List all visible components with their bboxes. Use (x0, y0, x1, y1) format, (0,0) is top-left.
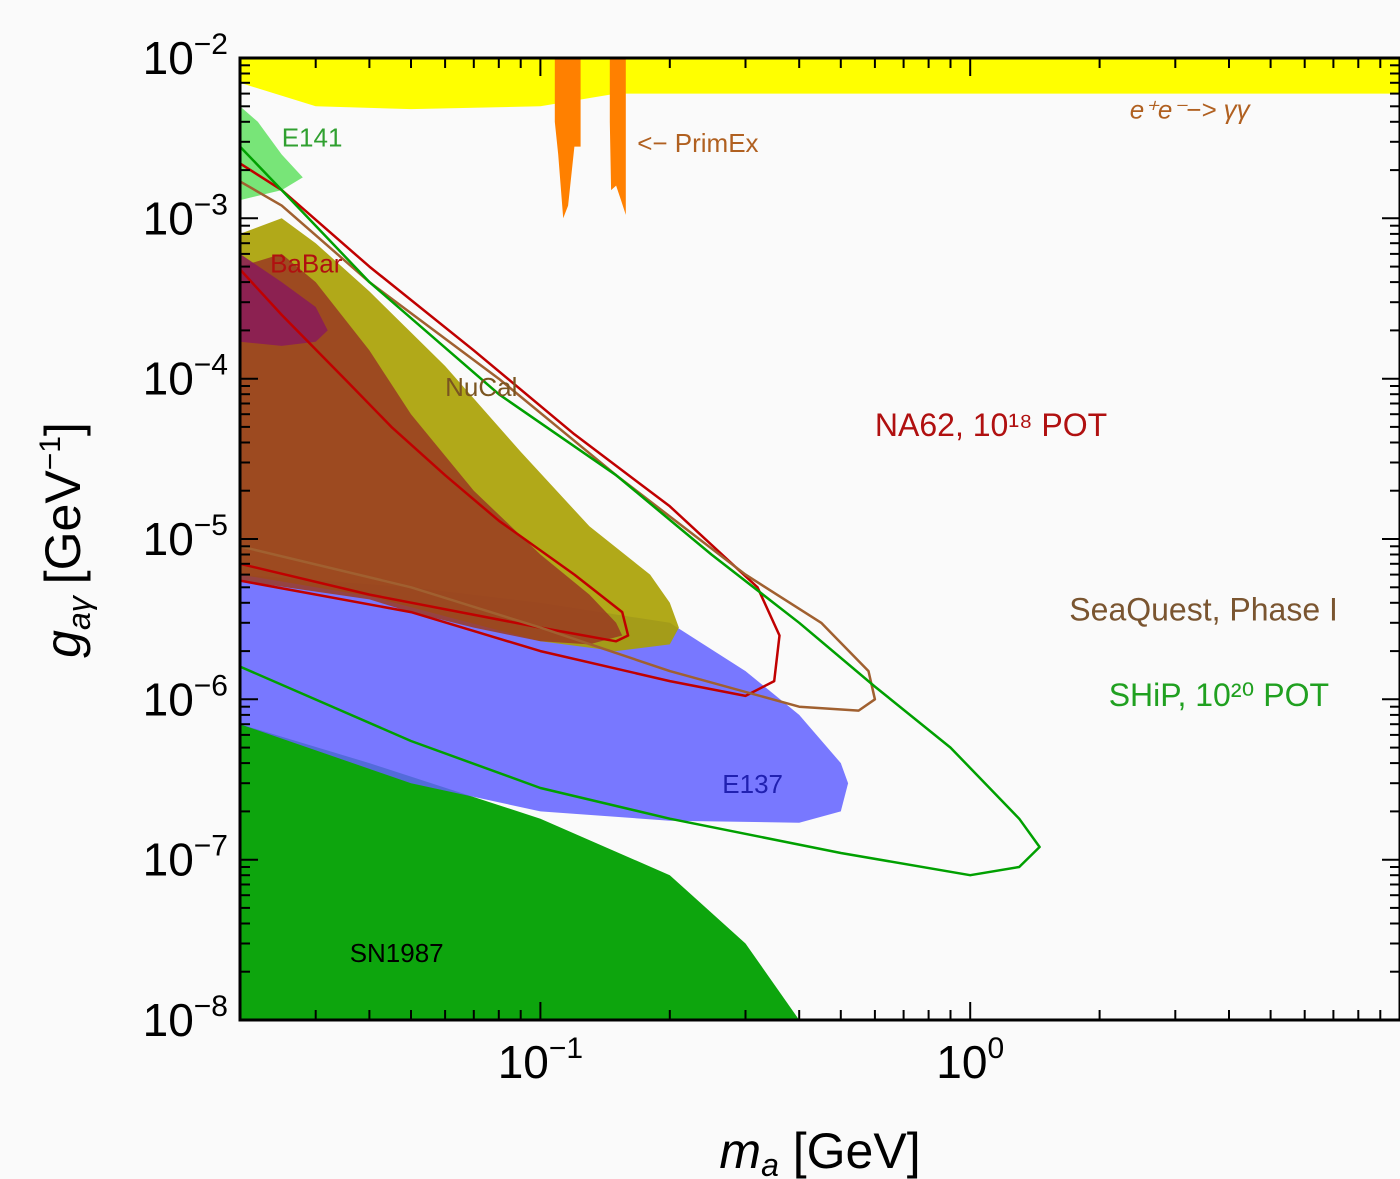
region-ee (240, 58, 1400, 110)
region-labels: E141 <− PrimEx e⁺e⁻−> γγ BaBar NuCal NA62, 10… (270, 94, 1338, 968)
y-axis-label: gaγ[GeV−1] (34, 422, 97, 658)
region-nucal-dark (240, 253, 623, 645)
y-tick-label: 10−3 (143, 188, 228, 244)
region-babar (240, 253, 328, 346)
x-tick-label: 100 (936, 1032, 1004, 1088)
exclusion-regions (240, 58, 1400, 1020)
axis-ticks (239, 57, 1400, 1021)
y-tick-label: 10−2 (143, 28, 228, 84)
region-primex-2 (609, 58, 626, 215)
label-sn1987: SN1987 (350, 938, 444, 968)
y-tick-label: 10−8 (143, 990, 228, 1046)
tick-labels: 10−1 100 10−2 10−3 10−4 10−5 10−6 10−7 10−8 (143, 28, 1005, 1088)
region-primex-1 (554, 58, 581, 219)
contour-na62-inner (239, 162, 781, 698)
y-tick-label: 10−4 (143, 349, 228, 405)
contour-seaquest (239, 180, 877, 712)
y-tick-label: 10−7 (143, 830, 228, 886)
region-sn1987 (240, 724, 800, 1020)
y-tick-label: 10−5 (143, 509, 228, 565)
region-e137 (240, 574, 849, 823)
x-axis-label: ma [GeV] (719, 1123, 920, 1179)
contour-ship (239, 145, 1041, 877)
label-na62: NA62, 10¹⁸ POT (875, 407, 1107, 443)
label-e137: E137 (722, 769, 783, 799)
projection-contours (239, 145, 1041, 877)
label-primex: <− PrimEx (637, 128, 758, 158)
region-e141 (240, 106, 303, 201)
x-tick-label: 10−1 (498, 1032, 583, 1088)
label-ship: SHiP, 10²⁰ POT (1109, 677, 1329, 713)
label-nucal: NuCal (445, 372, 517, 402)
y-tick-label: 10−6 (143, 669, 228, 725)
label-e141: E141 (282, 123, 343, 153)
label-babar: BaBar (270, 248, 343, 278)
label-seaquest: SeaQuest, Phase I (1069, 592, 1338, 628)
label-ee: e⁺e⁻−> γγ (1130, 94, 1252, 124)
